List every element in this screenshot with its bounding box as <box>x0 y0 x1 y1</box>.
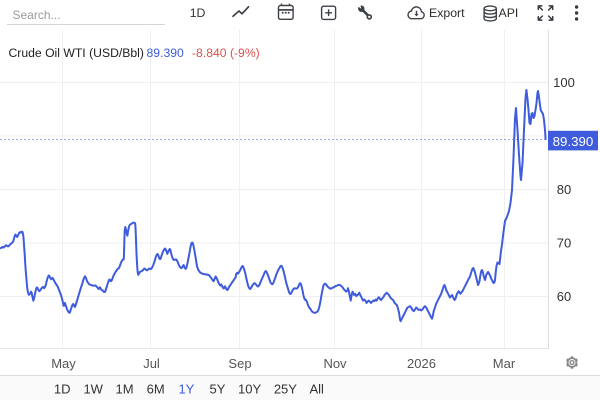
svg-text:1Y: 1Y <box>178 381 194 396</box>
svg-text:89.390: 89.390 <box>147 46 184 60</box>
svg-text:Search...: Search... <box>13 8 61 22</box>
svg-text:1W: 1W <box>83 381 103 396</box>
svg-text:Export: Export <box>429 6 465 20</box>
svg-text:5Y: 5Y <box>210 381 226 396</box>
svg-text:-8.840 (-9%): -8.840 (-9%) <box>192 46 260 60</box>
svg-text:1M: 1M <box>115 381 133 396</box>
svg-text:1D: 1D <box>190 6 206 20</box>
svg-text:60: 60 <box>557 289 571 304</box>
svg-text:70: 70 <box>557 236 571 251</box>
svg-text:API: API <box>499 6 519 20</box>
svg-text:6M: 6M <box>147 381 165 396</box>
svg-text:10Y: 10Y <box>238 381 261 396</box>
svg-text:2026: 2026 <box>407 356 436 371</box>
svg-text:Crude Oil WTI (USD/Bbl): Crude Oil WTI (USD/Bbl) <box>9 46 144 60</box>
svg-text:May: May <box>51 356 76 371</box>
svg-text:Sep: Sep <box>228 356 251 371</box>
svg-text:25Y: 25Y <box>274 381 297 396</box>
svg-text:All: All <box>309 381 324 396</box>
svg-text:89.390: 89.390 <box>553 134 594 149</box>
svg-text:Nov: Nov <box>323 356 347 371</box>
svg-text:100: 100 <box>553 75 575 90</box>
svg-text:1D: 1D <box>54 381 71 396</box>
svg-text:80: 80 <box>557 182 571 197</box>
svg-text:Mar: Mar <box>493 356 516 371</box>
svg-text:Jul: Jul <box>143 356 160 371</box>
